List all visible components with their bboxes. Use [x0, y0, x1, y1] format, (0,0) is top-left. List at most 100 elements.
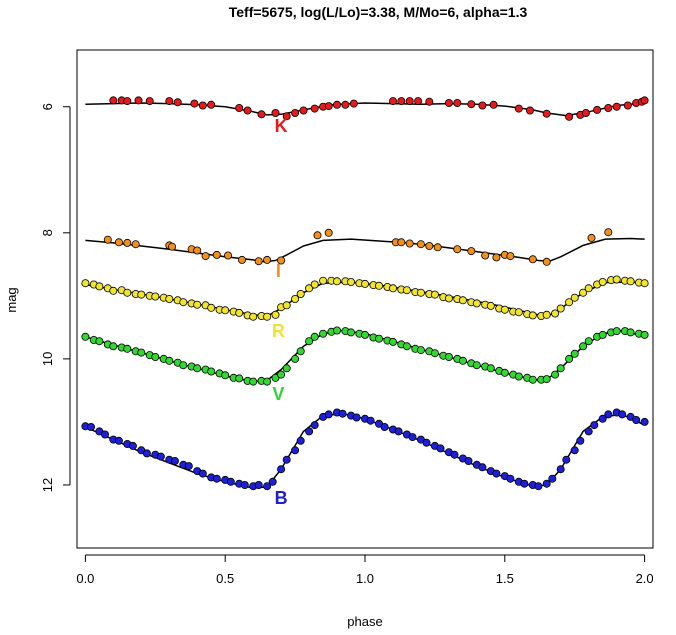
data-point-r — [123, 288, 132, 297]
data-point-i — [114, 238, 123, 247]
data-point-r — [551, 309, 560, 318]
data-point-v — [360, 330, 369, 339]
data-point-i — [416, 240, 425, 249]
data-point-v — [193, 364, 202, 373]
data-point-v — [165, 356, 174, 365]
data-point-r — [81, 279, 90, 288]
data-point-v — [514, 372, 523, 381]
data-point-v — [430, 349, 439, 358]
data-point-r — [282, 301, 291, 310]
x-axis-label: phase — [347, 614, 382, 629]
data-point-b — [590, 421, 599, 430]
data-point-r — [444, 294, 453, 303]
data-point-b — [268, 477, 277, 486]
data-point-r — [271, 310, 280, 319]
data-point-v — [296, 347, 305, 356]
data-point-b — [570, 446, 579, 455]
data-point-i — [168, 242, 177, 251]
data-point-b — [520, 479, 529, 488]
data-point-v — [584, 337, 593, 346]
data-point-b — [338, 409, 347, 418]
series-v: V — [81, 326, 649, 404]
data-point-v — [249, 377, 258, 386]
data-point-b — [394, 427, 403, 436]
data-point-b — [556, 465, 565, 474]
data-point-r — [374, 281, 383, 290]
data-point-v — [402, 342, 411, 351]
data-point-b — [291, 446, 300, 455]
data-point-k — [467, 100, 476, 109]
data-point-r — [235, 308, 244, 317]
data-point-b — [380, 422, 389, 431]
data-point-i — [131, 240, 140, 249]
data-point-b — [534, 482, 543, 491]
data-point-v — [81, 332, 90, 341]
data-point-b — [310, 421, 319, 430]
data-point-b — [296, 436, 305, 445]
data-point-k — [173, 98, 182, 107]
series-label-r: R — [272, 321, 285, 341]
data-point-i — [223, 251, 232, 260]
data-point-v — [310, 332, 319, 341]
data-point-r — [542, 310, 551, 319]
data-point-k — [310, 104, 319, 113]
data-point-v — [579, 342, 588, 351]
data-point-k — [526, 106, 535, 115]
data-point-i — [212, 250, 221, 259]
data-point-b — [240, 480, 249, 489]
data-point-r — [310, 280, 319, 289]
data-point-k — [388, 97, 397, 106]
data-point-r — [151, 292, 160, 301]
data-point-i — [506, 252, 515, 261]
data-point-v — [486, 364, 495, 373]
data-point-r — [612, 275, 621, 284]
data-point-v — [109, 342, 118, 351]
data-point-b — [562, 455, 571, 464]
x-tick-label: 0.0 — [76, 571, 94, 586]
data-point-b — [478, 463, 487, 472]
data-point-i — [542, 257, 551, 266]
data-point-r — [458, 296, 467, 305]
data-point-r — [565, 298, 574, 307]
data-point-k — [109, 96, 118, 105]
data-point-i — [123, 238, 132, 247]
data-point-i — [193, 246, 202, 255]
data-point-v — [207, 367, 216, 376]
data-point-v — [95, 337, 104, 346]
data-point-r — [109, 286, 118, 295]
data-point-b — [640, 417, 649, 426]
data-point-v — [388, 337, 397, 346]
series-i: I — [85, 228, 645, 281]
data-point-k — [243, 106, 252, 115]
data-point-r — [193, 300, 202, 309]
data-point-b — [254, 480, 263, 489]
data-point-v — [542, 375, 551, 384]
data-point-r — [579, 288, 588, 297]
data-point-v — [374, 334, 383, 343]
data-point-v — [640, 330, 649, 339]
data-point-b — [464, 456, 473, 465]
data-point-i — [254, 257, 263, 266]
data-point-v — [305, 337, 314, 346]
data-point-v — [151, 352, 160, 361]
data-point-r — [640, 279, 649, 288]
model-curve-i — [85, 237, 645, 263]
data-point-b — [142, 449, 151, 458]
data-point-b — [422, 438, 431, 447]
data-point-k — [623, 101, 632, 110]
data-point-i — [313, 231, 322, 240]
data-point-i — [397, 238, 406, 247]
data-point-v — [565, 354, 574, 363]
data-point-b — [548, 474, 557, 483]
data-point-k — [444, 99, 453, 108]
data-point-r — [584, 284, 593, 293]
data-point-b — [598, 414, 607, 423]
data-point-k — [299, 106, 308, 115]
data-point-r — [95, 282, 104, 291]
data-point-r — [556, 304, 565, 313]
data-point-k — [235, 104, 244, 113]
data-point-k — [593, 105, 602, 114]
series-layer: K I R V B — [81, 96, 649, 508]
data-point-i — [425, 241, 434, 250]
data-point-k — [414, 97, 423, 106]
